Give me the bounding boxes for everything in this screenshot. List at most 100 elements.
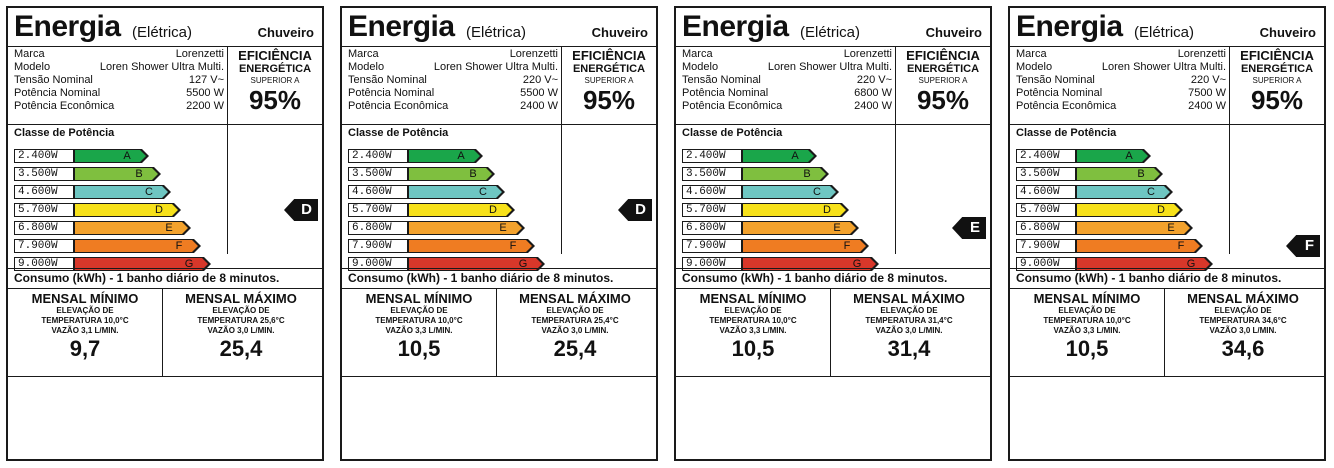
monthly-sub: VAZÃO 3,0 L/MIN. <box>541 326 609 335</box>
class-letter: B <box>1137 168 1145 180</box>
appliance-type: Chuveiro <box>591 25 648 40</box>
class-letter: F <box>843 240 851 252</box>
spec-row: Potência Econômica 2400 W <box>1016 100 1226 113</box>
spec-row: Potência Nominal 5500 W <box>14 87 224 100</box>
monthly-heading: MENSAL MÍNIMO <box>365 291 473 306</box>
spec-row: Potência Econômica 2400 W <box>348 100 558 113</box>
spec-value: 220 V~ <box>522 74 558 86</box>
monthly-sub: ELEVAÇÃO DE <box>1214 306 1272 315</box>
monthly-sub: ELEVAÇÃO DE <box>390 306 448 315</box>
class-bar-fill <box>74 239 188 253</box>
class-bar: 7.900W F <box>1016 239 1204 253</box>
class-letter: G <box>1186 258 1196 270</box>
class-power: 5.700W <box>682 203 742 217</box>
monthly-sub: VAZÃO 3,3 L/MIN. <box>719 326 787 335</box>
class-power: 6.800W <box>14 221 74 235</box>
efficiency-line2: ENERGÉTICA <box>906 63 980 75</box>
divider <box>342 376 656 377</box>
efficiency-line1: EFICIÊNCIA <box>238 48 312 63</box>
class-bar: 9.000W G <box>348 257 546 271</box>
spec-value: Lorenzetti <box>175 48 224 60</box>
spec-key: Modelo <box>1016 61 1053 73</box>
class-bar: 3.500W B <box>14 167 162 181</box>
efficiency-value: 95% <box>1250 85 1304 115</box>
class-bar-arrow-fill <box>824 186 836 198</box>
monthly-value: 9,7 <box>69 336 101 361</box>
monthly-value: 34,6 <box>1221 336 1265 361</box>
monthly-sub: VAZÃO 3,3 L/MIN. <box>1053 326 1121 335</box>
class-letter: B <box>135 168 143 180</box>
spec-value: 7500 W <box>1188 87 1226 99</box>
divider <box>162 288 163 376</box>
spec-value: 2200 W <box>186 100 224 112</box>
class-letter: A <box>123 150 131 162</box>
efficiency-line2: ENERGÉTICA <box>572 63 646 75</box>
class-bar: 6.800W E <box>682 221 860 235</box>
class-bar-arrow-fill <box>146 168 158 180</box>
class-bar: 2.400W A <box>1016 149 1152 163</box>
monthly-value: 25,4 <box>219 336 263 361</box>
class-power: 2.400W <box>14 149 74 163</box>
class-letter: F <box>1177 240 1185 252</box>
monthly-sub: TEMPERATURA 10,0°C <box>375 316 463 325</box>
spec-key: Tensão Nominal <box>682 74 761 86</box>
spec-row: Potência Nominal 6800 W <box>682 87 892 100</box>
class-bar: 5.700W D <box>348 203 516 217</box>
class-bar-arrow-fill <box>814 168 826 180</box>
efficiency-line1: EFICIÊNCIA <box>1240 48 1314 63</box>
divider <box>676 124 990 125</box>
class-bar-arrow-fill <box>166 204 178 216</box>
spec-key: Modelo <box>14 61 51 73</box>
spec-row: Tensão Nominal 127 V~ <box>14 74 224 87</box>
monthly-max-box: MENSAL MÁXIMO ELEVAÇÃO DE TEMPERATURA 25,4… <box>500 292 650 361</box>
monthly-heading: MENSAL MÁXIMO <box>853 291 965 306</box>
appliance-type: Chuveiro <box>1259 25 1316 40</box>
class-bar-arrow-fill <box>1168 204 1180 216</box>
efficiency-line3: SUPERIOR A <box>250 76 300 85</box>
class-bar-fill <box>74 221 178 235</box>
monthly-sub: TEMPERATURA 25,4°C <box>531 316 619 325</box>
appliance-type: Chuveiro <box>925 25 982 40</box>
class-bar-arrow-fill <box>1136 150 1148 162</box>
divider <box>561 46 562 254</box>
monthly-sub: VAZÃO 3,0 L/MIN. <box>875 326 943 335</box>
spec-key: Potência Econômica <box>348 100 449 112</box>
label-subtitle: (Elétrica) <box>1134 24 1195 41</box>
divider <box>8 46 322 47</box>
class-bar: 9.000W G <box>1016 257 1214 271</box>
spec-row: Potência Econômica 2400 W <box>682 100 892 113</box>
spec-row: Marca Lorenzetti <box>348 48 558 61</box>
spec-value: 2400 W <box>1188 100 1226 112</box>
class-letter: E <box>165 222 173 234</box>
appliance-type: Chuveiro <box>257 25 314 40</box>
energy-label-card: Energia (Elétrica) Chuveiro Marca Lorenzetti… <box>1008 6 1326 461</box>
efficiency-value: 95% <box>582 85 636 115</box>
class-bar: 5.700W D <box>1016 203 1184 217</box>
class-bar-arrow-fill <box>490 186 502 198</box>
monthly-sub: ELEVAÇÃO DE <box>56 306 114 315</box>
spec-table: Marca Lorenzetti Modelo Loren Shower Ultra … <box>682 48 892 113</box>
class-bar-arrow-fill <box>196 258 208 270</box>
energy-label-card: Energia (Elétrica) Chuveiro Marca Lorenzetti… <box>674 6 992 461</box>
class-letter: G <box>852 258 862 270</box>
class-bar: 3.500W B <box>682 167 830 181</box>
efficiency-value: 95% <box>916 85 970 115</box>
monthly-sub: ELEVAÇÃO DE <box>880 306 938 315</box>
divider <box>8 124 322 125</box>
spec-value: Loren Shower Ultra Multi. <box>1101 61 1226 73</box>
monthly-heading: MENSAL MÍNIMO <box>31 291 139 306</box>
class-letter: A <box>1125 150 1133 162</box>
spec-row: Tensão Nominal 220 V~ <box>682 74 892 87</box>
label-subtitle: (Elétrica) <box>132 24 193 41</box>
divider <box>1010 268 1324 269</box>
divider <box>1010 376 1324 377</box>
class-letter: E <box>499 222 507 234</box>
divider <box>342 268 656 269</box>
class-rating-pointer: F <box>1286 235 1320 257</box>
spec-key: Potência Econômica <box>1016 100 1117 112</box>
class-bar-arrow-fill <box>134 150 146 162</box>
class-bar-arrow-fill <box>530 258 542 270</box>
spec-value: 220 V~ <box>1190 74 1226 86</box>
class-letter: D <box>823 204 831 216</box>
class-letter: C <box>1147 186 1155 198</box>
